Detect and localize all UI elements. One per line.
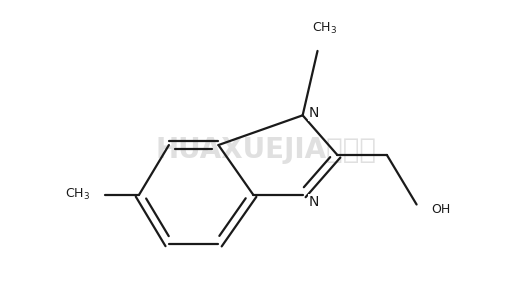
Text: N: N xyxy=(309,106,319,120)
Text: OH: OH xyxy=(432,203,451,216)
Text: N: N xyxy=(309,195,319,209)
Text: HUAXUEJIA化学加: HUAXUEJIA化学加 xyxy=(155,136,376,164)
Text: CH$_3$: CH$_3$ xyxy=(312,21,338,36)
Text: CH$_3$: CH$_3$ xyxy=(65,187,90,202)
